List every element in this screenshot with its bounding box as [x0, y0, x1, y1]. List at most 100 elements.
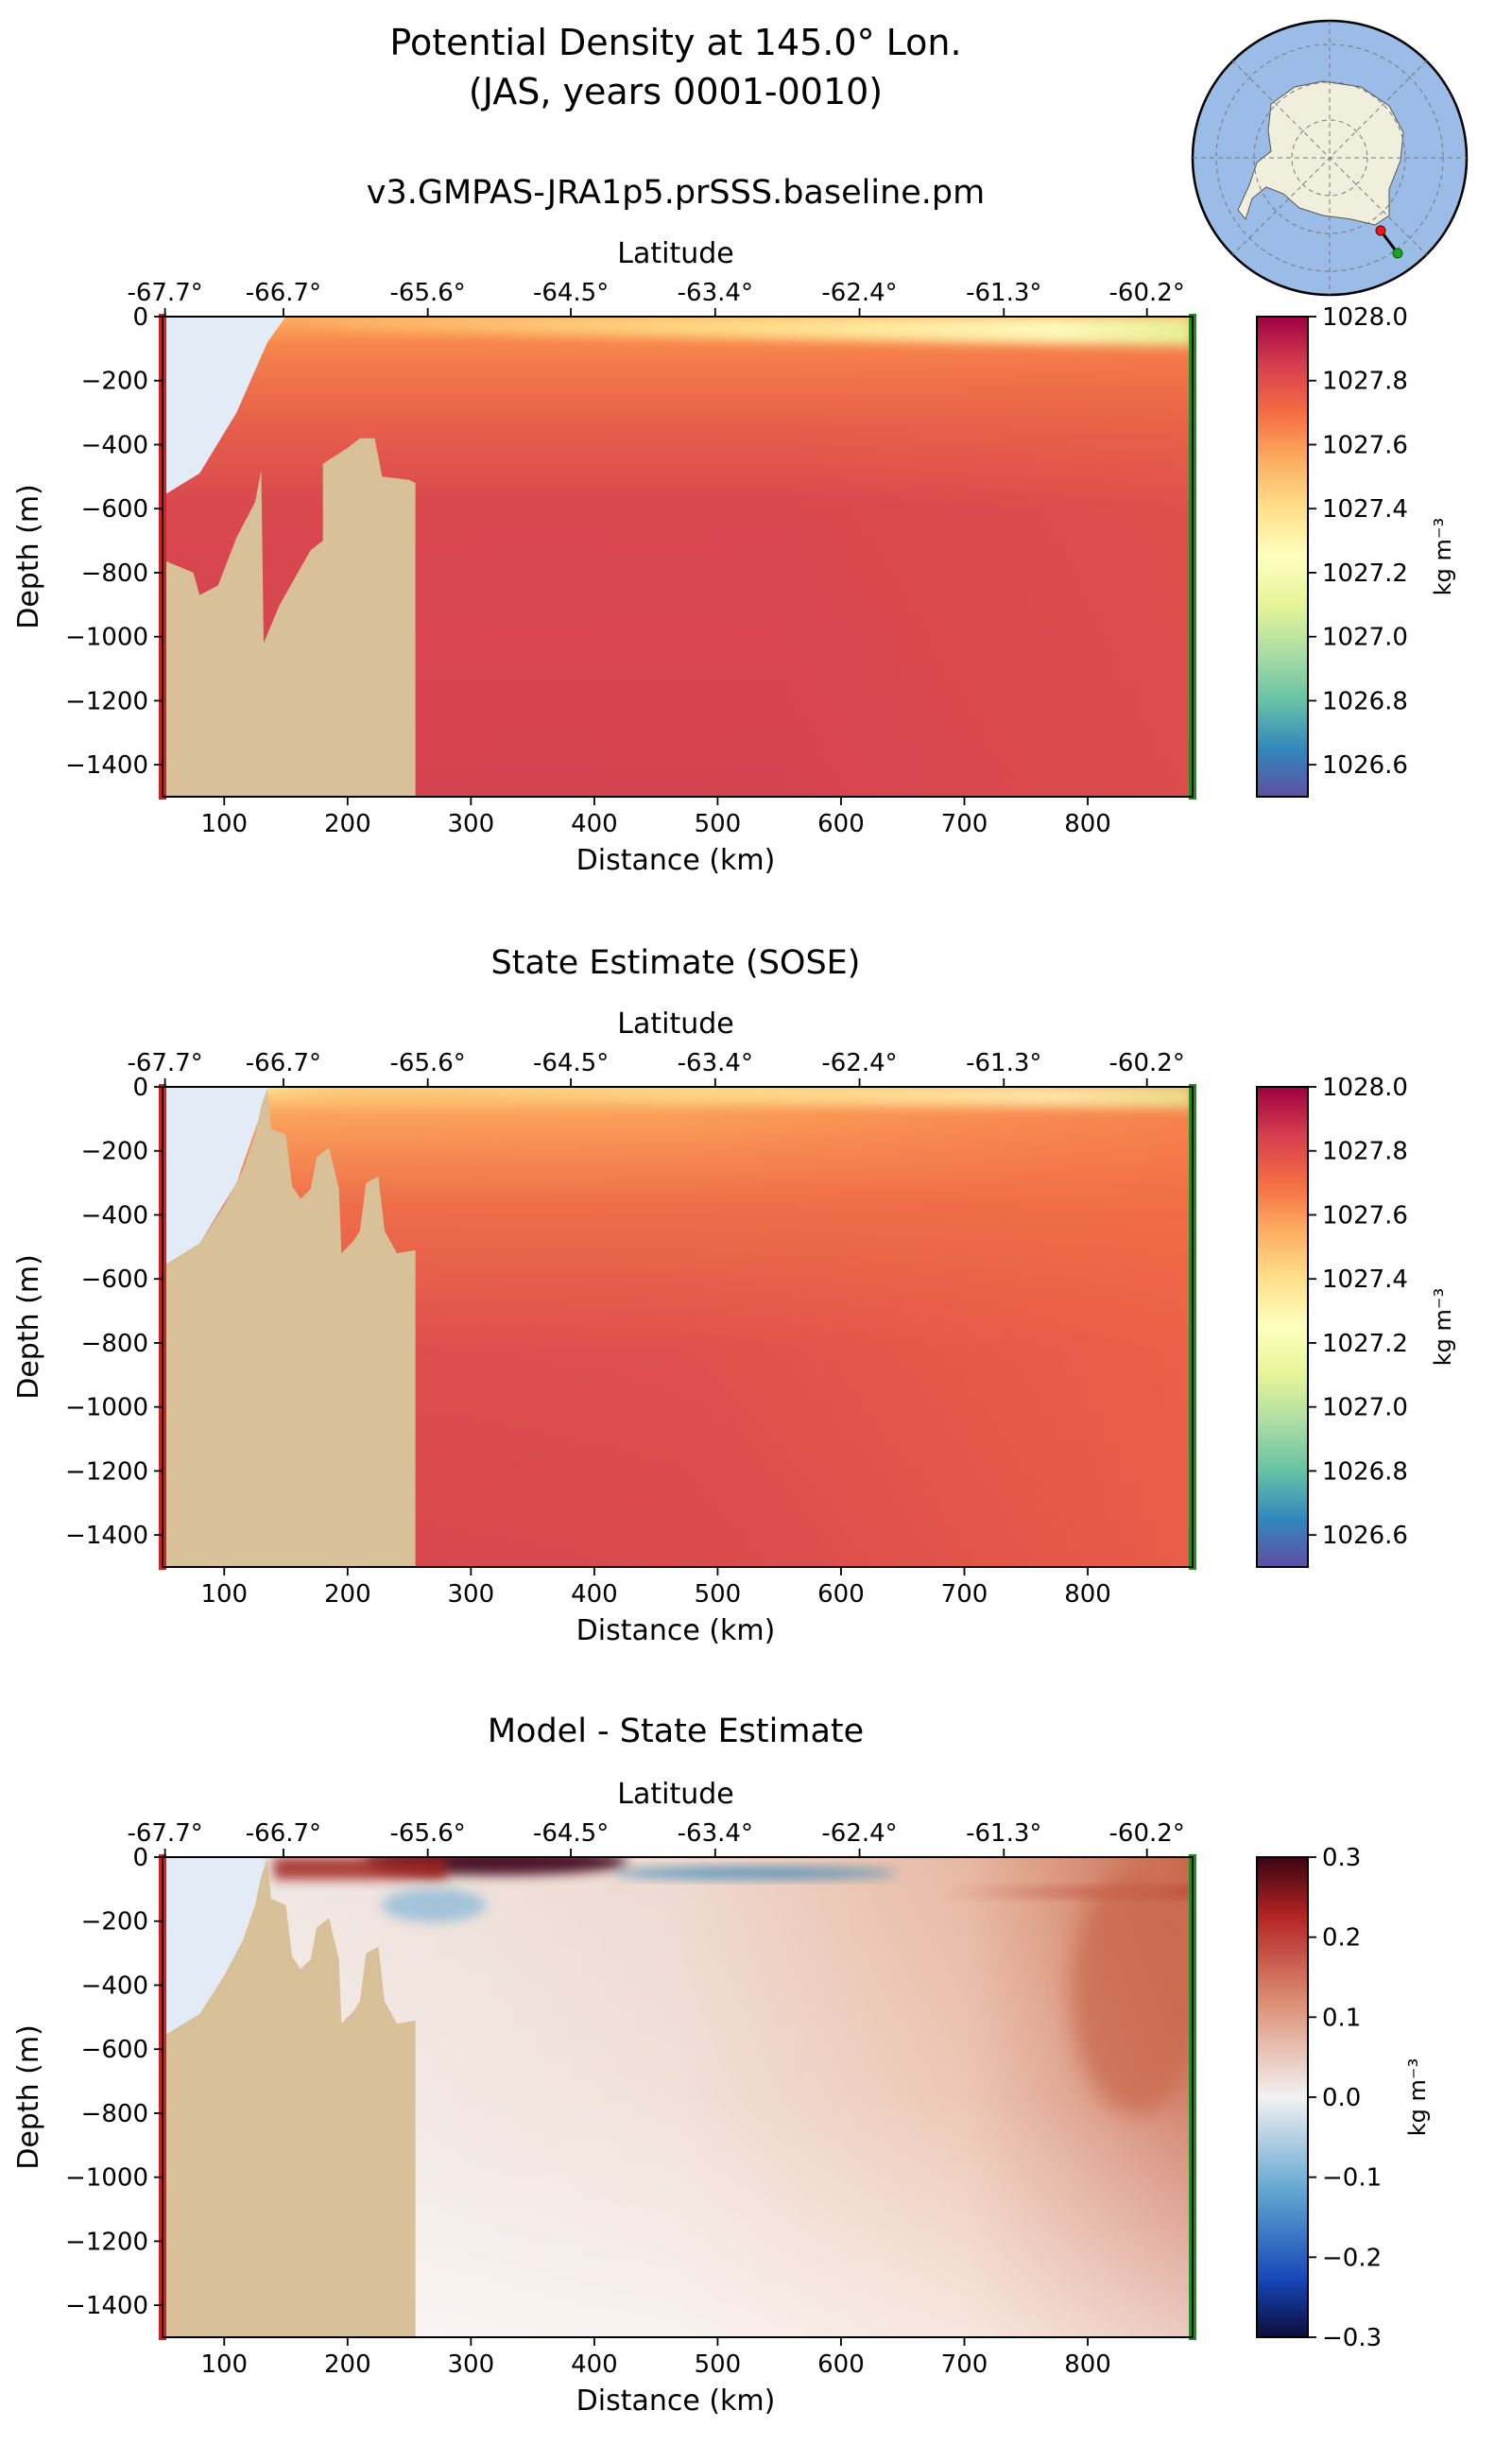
panel-title: Model - State Estimate: [488, 1713, 864, 1750]
lat-tick-label: -63.4°: [678, 1819, 753, 1848]
panel-1: v3.GMPAS-JRA1p5.prSSS.baseline.pm 100 200 3…: [12, 174, 1456, 877]
x-tick-label: 100: [200, 810, 248, 838]
colorbar-tick-label: 0.2: [1322, 1924, 1361, 1953]
y-tick-label: −200: [81, 1138, 148, 1166]
density-field: [163, 1857, 1193, 2337]
x-axis-title: Distance (km): [576, 2385, 776, 2418]
x-tick-label: 400: [571, 810, 618, 838]
plot-frame: [162, 316, 1194, 798]
x-tick-label: 300: [448, 1580, 495, 1609]
x-axis-title: Distance (km): [576, 1614, 776, 1647]
ocean-field-gradient: [163, 1087, 1193, 1567]
plot-frame: [162, 1856, 1194, 2338]
y-tick-label: −1000: [65, 2164, 148, 2193]
colorbar-tick-label: 1026.8: [1322, 687, 1408, 715]
y-tick-label: −1200: [65, 1457, 148, 1486]
y-tick-label: 0: [132, 303, 148, 332]
lat-tick-label: -60.2°: [1109, 279, 1185, 307]
colorbar-tick-label: 1028.0: [1322, 1074, 1408, 1102]
lat-tick-label: -66.7°: [246, 1049, 321, 1077]
x-tick-label: 400: [571, 1580, 618, 1609]
lat-tick-label: -62.4°: [821, 279, 897, 307]
y-tick-label: −200: [81, 368, 148, 396]
anomaly-negative-shelf: [382, 1887, 487, 1922]
lat-tick-label: -64.5°: [533, 1819, 609, 1848]
x-tick-label: 800: [1064, 2350, 1111, 2379]
x-tick-label: 600: [817, 1580, 865, 1609]
lat-tick-label: -64.5°: [533, 279, 609, 307]
anomaly-positive-shelf: [273, 1857, 447, 1880]
y-tick-label: −800: [81, 1330, 148, 1358]
colorbar-unit: kg m⁻³: [1430, 1288, 1456, 1366]
panel-3: Model - State Estimate 100 200 300 400 500 600…: [12, 1713, 1431, 2418]
density-field: [163, 1087, 1193, 1567]
colorbar-tick-label: 1027.8: [1322, 1138, 1408, 1166]
y-axis-title: Depth (m): [12, 2024, 45, 2170]
x-tick-label: 100: [200, 2350, 248, 2379]
ocean-field-gradient: [163, 317, 1193, 797]
x-tick-label: 300: [448, 2350, 495, 2379]
y-tick-label: −600: [81, 495, 148, 524]
x-tick-label: 300: [448, 810, 495, 838]
x-tick-label: 200: [324, 1580, 371, 1609]
panel-title: State Estimate (SOSE): [491, 944, 861, 982]
x-tick-label: 700: [941, 2350, 988, 2379]
x-tick-label: 700: [941, 1580, 988, 1609]
y-tick-label: −400: [81, 431, 148, 459]
colorbar-tick-label: 0.0: [1322, 2084, 1361, 2112]
density-field: [163, 317, 1193, 797]
y-tick-label: −1000: [65, 1394, 148, 1422]
y-tick-label: −600: [81, 1265, 148, 1294]
colorbar-tick-label: 1027.2: [1322, 1330, 1408, 1358]
colorbar: [1256, 316, 1309, 798]
panel-2: State Estimate (SOSE) 100 200 300 400 500 600 7…: [12, 944, 1456, 1647]
lat-tick-label: -64.5°: [533, 1049, 609, 1077]
colorbar: [1256, 1086, 1309, 1568]
bathymetry: [163, 1088, 416, 1567]
lat-axis-title: Latitude: [617, 237, 733, 270]
colorbar-tick-label: 0.1: [1322, 2004, 1361, 2032]
lat-tick-label: -62.4°: [821, 1049, 897, 1077]
colorbar-tick-label: 1027.0: [1322, 624, 1408, 652]
difference-field-fade: [163, 1857, 1193, 2337]
lat-tick-label: -60.2°: [1109, 1819, 1185, 1848]
lat-tick-label: -65.6°: [390, 1049, 466, 1077]
lat-tick-label: -66.7°: [246, 1819, 321, 1848]
x-tick-label: 500: [695, 2350, 742, 2379]
anomaly-negative-surface: [612, 1867, 897, 1879]
y-tick-label: −800: [81, 560, 148, 588]
x-tick-label: 600: [817, 810, 865, 838]
figure-title: Potential Density at 145.0° Lon.: [389, 22, 961, 63]
y-tick-label: −1400: [65, 1522, 148, 1550]
x-tick-label: 600: [817, 2350, 865, 2379]
x-tick-label: 800: [1064, 810, 1111, 838]
lat-tick-label: -67.7°: [127, 1819, 202, 1848]
panel-title: v3.GMPAS-JRA1p5.prSSS.baseline.pm: [367, 174, 986, 212]
x-tick-label: 700: [941, 810, 988, 838]
colorbar-tick-label: 1026.6: [1322, 751, 1408, 780]
plot-frame: [162, 1086, 1194, 1568]
y-tick-label: −1200: [65, 2228, 148, 2256]
lat-tick-label: -67.7°: [127, 1049, 202, 1077]
section-end-marker: [1392, 248, 1403, 259]
colorbar-tick-label: 1027.0: [1322, 1394, 1408, 1422]
lat-tick-label: -63.4°: [678, 279, 753, 307]
lat-tick-label: -63.4°: [678, 1049, 753, 1077]
section-start-marker: [1375, 225, 1386, 236]
y-tick-label: −1400: [65, 751, 148, 780]
y-tick-label: −800: [81, 2100, 148, 2128]
x-axis-title: Distance (km): [576, 844, 776, 877]
lat-tick-label: -66.7°: [246, 279, 321, 307]
colorbar-tick-label: −0.3: [1322, 2324, 1382, 2352]
lat-axis-title: Latitude: [617, 1007, 733, 1041]
x-tick-label: 200: [324, 2350, 371, 2379]
y-axis-title: Depth (m): [12, 1254, 45, 1400]
colorbar-tick-label: −0.2: [1322, 2244, 1382, 2272]
y-tick-label: −1200: [65, 687, 148, 715]
anomaly-positive-deep: [1071, 1868, 1193, 2115]
colorbar-tick-label: 1027.6: [1322, 1201, 1408, 1230]
colorbar-unit: kg m⁻³: [1404, 2058, 1431, 2136]
colorbar-tick-label: 1028.0: [1322, 303, 1408, 332]
y-tick-label: −400: [81, 1971, 148, 2000]
